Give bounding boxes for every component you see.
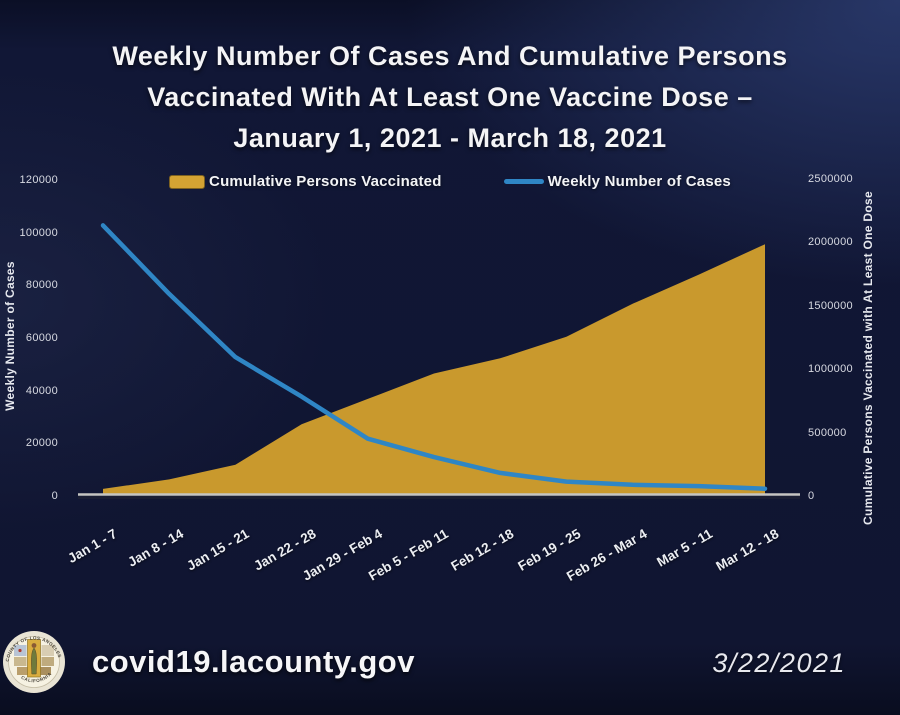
seal-panel-bottom-left	[17, 667, 28, 675]
legend-label-vaccinated: Cumulative Persons Vaccinated	[209, 173, 442, 190]
y-right-tick-label: 0	[808, 490, 815, 502]
seal-panel-mid-right	[41, 657, 54, 666]
y-left-tick-label: 60000	[25, 332, 58, 344]
legend-swatch-vaccinated	[169, 174, 206, 189]
y-right-tick-label: 2000000	[808, 236, 853, 249]
legend-label-cases: Weekly Number of Cases	[547, 173, 731, 190]
y-axis-label-right: Cumulative Persons Vaccinated with At Le…	[861, 191, 875, 525]
line-series-cases	[100, 223, 768, 491]
legend-item-cases: Weekly Number of Cases	[503, 173, 731, 190]
y-right-tick-label: 1000000	[808, 363, 853, 376]
seal-panel-bottom-right	[40, 667, 51, 675]
seal-panel-mid-left	[14, 657, 27, 666]
footer-date: 3/22/2021	[712, 648, 846, 678]
y-right-tick-label: 500000	[808, 426, 847, 439]
y-axis-label-left: Weekly Number of Cases	[3, 261, 17, 411]
legend-swatch-cases	[503, 179, 544, 184]
chart-title-line-2: Vaccinated With At Least One Vaccine Dos…	[147, 82, 753, 112]
la-county-seal: COUNTY OF LOS ANGELES CALIFORNIA	[3, 631, 65, 693]
y-left-tick-label: 40000	[25, 384, 58, 397]
y-left-tick-label: 20000	[25, 437, 58, 450]
chart-title: Weekly Number Of Cases And Cumulative Pe…	[0, 36, 900, 159]
y-left-tick-label: 0	[51, 490, 58, 502]
seal-panel-top-right	[41, 645, 54, 656]
chart-title-line-3: January 1, 2021 - March 18, 2021	[233, 123, 667, 153]
legend-item-vaccinated: Cumulative Persons Vaccinated	[169, 173, 442, 190]
y-right-tick-label: 1500000	[808, 299, 853, 312]
footer-url: covid19.lacounty.gov	[92, 644, 415, 679]
y-right-tick-label: 2500000	[808, 173, 853, 185]
seal-red-emblem	[18, 648, 22, 653]
chart-title-line-1: Weekly Number Of Cases And Cumulative Pe…	[112, 41, 788, 71]
y-left-tick-label: 80000	[25, 279, 58, 292]
area-series-vaccinated	[103, 244, 765, 494]
y-left-tick-label: 100000	[19, 226, 58, 239]
seal-figure-head	[31, 643, 37, 648]
y-left-tick-label: 120000	[19, 174, 58, 186]
legend: Cumulative Persons Vaccinated Weekly Num…	[0, 173, 900, 190]
seal-figure-body	[31, 647, 37, 675]
